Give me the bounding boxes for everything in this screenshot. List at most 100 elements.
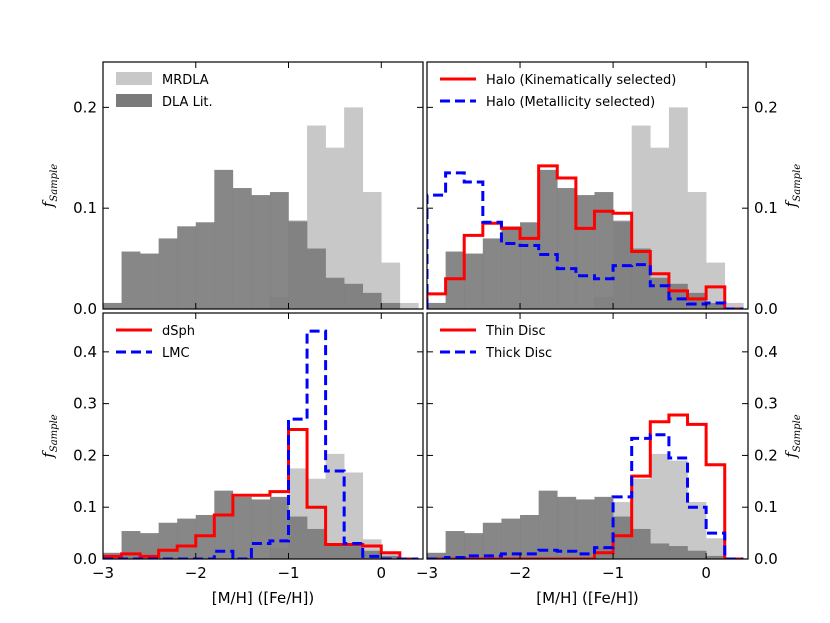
bar-dla-lit-9: [594, 192, 614, 309]
bar-dla-lit-3: [158, 238, 178, 309]
bar-dla-lit-12: [325, 543, 345, 559]
plot-area: [103, 329, 419, 559]
bar-dla-lit-15: [381, 555, 401, 559]
y-axis-label: fSample: [39, 164, 60, 208]
axes-frame: [426, 312, 749, 560]
step-line-halo-kinematically-selected: [427, 164, 744, 309]
bar-dla-lit-5: [195, 222, 215, 309]
ytick-label: 0.2: [73, 446, 97, 464]
bar-mrdla-13: [344, 472, 364, 559]
plot-area: [427, 107, 744, 309]
bar-dla-lit-6: [538, 490, 558, 559]
axes-frame: [102, 312, 424, 560]
legend-label-lmc: LMC: [162, 346, 190, 361]
bar-mrdla-12: [650, 453, 670, 559]
bar-mrdla-13: [344, 107, 364, 309]
bar-dla-lit-3: [158, 522, 178, 559]
bar-dla-lit-11: [307, 248, 326, 309]
bar-mrdla-13: [668, 460, 688, 559]
legend-label-mrdla: MRDLA: [162, 73, 209, 88]
bar-dla-lit-13: [668, 546, 688, 559]
bar-dla-lit-0: [427, 552, 446, 559]
bar-dla-lit-4: [177, 518, 197, 559]
xtick-label: −3: [92, 564, 114, 582]
y-axis-label: fSample: [782, 414, 803, 458]
bar-dla-lit-2: [140, 253, 159, 309]
bar-dla-lit-12: [650, 277, 670, 309]
bar-dla-lit-6: [214, 490, 234, 559]
bar-mrdla-16: [399, 302, 419, 309]
bar-dla-lit-7: [232, 188, 252, 309]
bar-dla-lit-4: [501, 518, 521, 559]
bar-dla-lit-15: [706, 555, 726, 559]
bar-dla-lit-14: [687, 292, 707, 309]
bar-dla-lit-1: [121, 531, 141, 559]
ytick-label: 0.1: [754, 498, 778, 516]
legend-label-halo-metallicity-selected: Halo (Metallicity selected): [486, 95, 655, 110]
legend-label-dsph: dSph: [162, 324, 195, 339]
bar-dla-lit-14: [687, 550, 707, 559]
xtick-label: 0: [701, 564, 711, 582]
ytick-label: 0.4: [73, 343, 97, 361]
legend-label-thin-disc: Thin Disc: [485, 324, 546, 339]
bar-dla-lit-14: [362, 292, 382, 309]
legend-label-thick-disc: Thick Disc: [485, 346, 552, 361]
axes-frame: [426, 61, 749, 310]
ytick-label: 0.2: [73, 98, 97, 116]
ytick-label: 0.0: [754, 550, 778, 568]
bar-dla-lit-12: [650, 543, 670, 559]
bar-dla-lit-3: [482, 522, 502, 559]
panel-top-left: 0.0 0.1 0.2 fSample MRDLA DLA Lit.: [39, 61, 424, 318]
bar-mrdla-13: [668, 107, 688, 309]
step-line-dsph: [103, 428, 419, 559]
bar-mrdla-12: [325, 147, 345, 309]
legend-swatch-mrdla: [116, 72, 152, 85]
axes-frame: [102, 61, 424, 310]
bar-dla-lit-8: [251, 499, 271, 559]
bar-dla-lit-10: [288, 221, 308, 309]
bar-dla-lit-6: [538, 169, 558, 309]
bar-dla-lit-5: [520, 222, 539, 309]
xtick-label: −1: [277, 564, 299, 582]
bar-dla-lit-2: [464, 533, 484, 559]
bar-dla-lit-4: [501, 226, 521, 309]
bar-dla-lit-8: [575, 499, 595, 559]
ytick-label: 0.1: [754, 199, 778, 217]
bar-dla-lit-15: [381, 302, 401, 309]
ytick-label: 0.0: [754, 300, 778, 318]
bar-dla-lit-13: [668, 283, 688, 309]
legend: MRDLA DLA Lit.: [116, 72, 213, 110]
step-line-thin-disc: [427, 413, 744, 559]
bar-dla-lit-2: [140, 533, 159, 559]
bar-dla-lit-5: [520, 514, 539, 559]
xtick-label: −1: [602, 564, 624, 582]
bar-dla-lit-7: [232, 496, 252, 559]
xtick-label: 0: [376, 564, 386, 582]
ytick-label: 0.3: [754, 395, 778, 413]
bar-dla-lit-8: [251, 195, 271, 309]
bar-dla-lit-9: [269, 496, 289, 559]
bar-mrdla-16: [724, 302, 744, 309]
bar-dla-lit-1: [121, 251, 141, 309]
xtick-label: −2: [509, 564, 531, 582]
bar-dla-lit-11: [307, 528, 326, 559]
bar-dla-lit-1: [445, 251, 465, 309]
ytick-label: 0.2: [754, 98, 778, 116]
bar-dla-lit-3: [482, 238, 502, 309]
y-axis-label: fSample: [782, 164, 803, 208]
panel-top-right: 0.0 0.1 0.2 fSample Halo (Kinematically sele…: [426, 61, 803, 318]
bar-dla-lit-7: [557, 188, 577, 309]
bar-mrdla-14: [362, 192, 382, 309]
bar-dla-lit-13: [344, 546, 364, 559]
bar-dla-lit-2: [464, 253, 484, 309]
legend-swatch-dla-lit: [116, 94, 152, 107]
ytick-label: 0.1: [73, 199, 97, 217]
bar-dla-lit-9: [269, 192, 289, 309]
plot-area: [427, 413, 744, 559]
bar-dla-lit-12: [325, 277, 345, 309]
xtick-label: −3: [416, 564, 438, 582]
bar-mrdla-12: [325, 453, 345, 559]
bar-dla-lit-0: [427, 302, 446, 309]
legend-label-dla-lit: DLA Lit.: [162, 95, 213, 110]
